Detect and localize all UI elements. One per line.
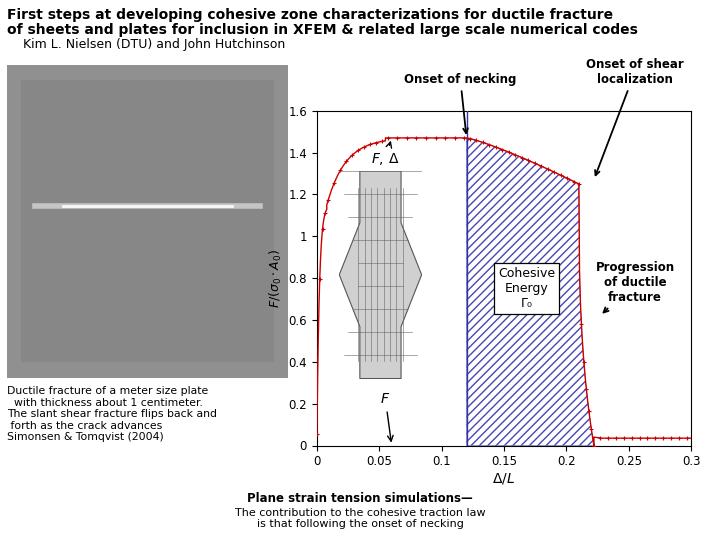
- Text: Plane strain tension simulations—: Plane strain tension simulations—: [247, 492, 473, 505]
- Text: Kim L. Nielsen (DTU) and John Hutchinson: Kim L. Nielsen (DTU) and John Hutchinson: [7, 38, 285, 51]
- Text: $F$: $F$: [380, 393, 393, 441]
- X-axis label: $\Delta/L$: $\Delta/L$: [492, 471, 516, 486]
- Text: Cohesive
Energy
Γ₀: Cohesive Energy Γ₀: [498, 267, 555, 310]
- Text: Ductile fracture of a meter size plate
  with thickness about 1 centimeter.
The : Ductile fracture of a meter size plate w…: [7, 386, 217, 442]
- Text: of sheets and plates for inclusion in XFEM & related large scale numerical codes: of sheets and plates for inclusion in XF…: [7, 23, 638, 37]
- Text: Onset of necking: Onset of necking: [404, 72, 516, 133]
- Text: First steps at developing cohesive zone characterizations for ductile fracture: First steps at developing cohesive zone …: [7, 8, 613, 22]
- Text: Onset of shear
localization: Onset of shear localization: [586, 58, 684, 176]
- Text: The contribution to the cohesive traction law
is that following the onset of nec: The contribution to the cohesive tractio…: [235, 508, 485, 529]
- Text: $F,\,\Delta$: $F,\,\Delta$: [371, 142, 400, 167]
- Y-axis label: $F/(\sigma_0 \cdot A_0)$: $F/(\sigma_0 \cdot A_0)$: [268, 248, 284, 308]
- Text: Progression
of ductile
fracture: Progression of ductile fracture: [595, 261, 675, 313]
